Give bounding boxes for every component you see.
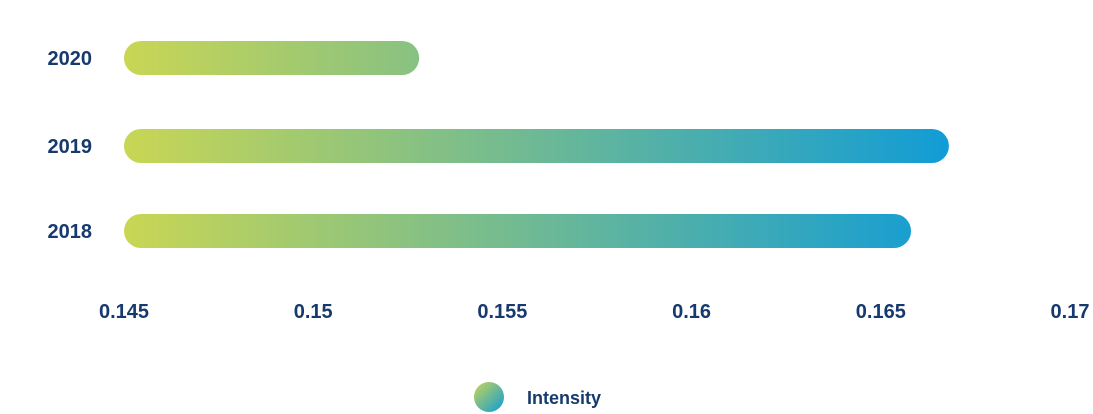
category-label: 2020 xyxy=(48,48,93,70)
x-tick-label: 0.165 xyxy=(856,301,906,323)
bar-2020[interactable] xyxy=(124,41,420,75)
bars xyxy=(124,41,949,248)
legend-label: Intensity xyxy=(527,388,601,408)
category-label: 2019 xyxy=(48,136,93,158)
x-tick-label: 0.17 xyxy=(1051,301,1090,323)
category-labels: 2020 2019 2018 xyxy=(48,48,93,243)
legend[interactable]: Intensity xyxy=(474,382,601,412)
bar-2018[interactable] xyxy=(124,214,912,248)
category-label: 2018 xyxy=(48,221,93,243)
legend-swatch xyxy=(474,382,504,412)
x-tick-label: 0.16 xyxy=(672,301,711,323)
x-axis-tick-labels: 0.145 0.15 0.155 0.16 0.165 0.17 xyxy=(99,301,1090,323)
bar-2019[interactable] xyxy=(124,129,949,163)
x-tick-label: 0.145 xyxy=(99,301,149,323)
x-tick-label: 0.155 xyxy=(477,301,527,323)
x-tick-label: 0.15 xyxy=(294,301,333,323)
